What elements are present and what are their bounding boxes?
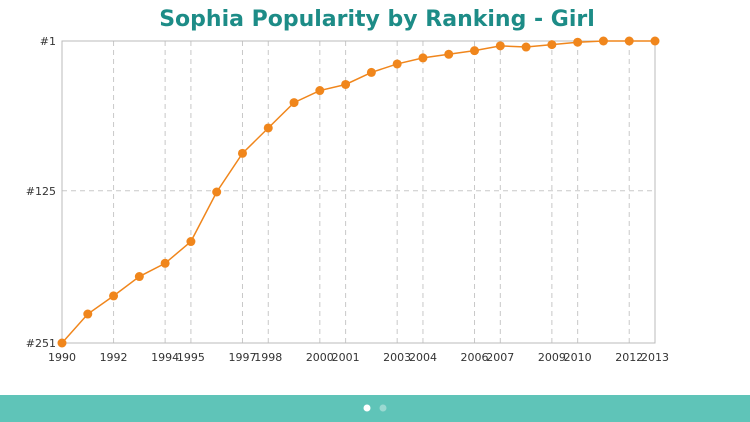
x-tick-label: 2009 (538, 351, 566, 364)
data-point (134, 272, 144, 282)
data-point (341, 79, 351, 89)
data-point (392, 59, 402, 69)
x-tick-label: 2001 (332, 351, 360, 364)
data-point (83, 309, 93, 319)
page-dot[interactable] (363, 404, 371, 412)
data-point (212, 187, 222, 197)
footer-bar (0, 395, 750, 422)
data-point (57, 338, 67, 348)
data-point (237, 148, 247, 158)
x-tick-label: 1995 (177, 351, 205, 364)
data-point (289, 98, 299, 108)
x-tick-label: 1992 (100, 351, 128, 364)
x-tick-label: 1997 (228, 351, 256, 364)
x-tick-label: 2004 (409, 351, 437, 364)
x-tick-label: 2003 (383, 351, 411, 364)
data-point (418, 53, 428, 63)
x-tick-label: 2012 (615, 351, 643, 364)
y-tick-label: #1 (40, 35, 56, 48)
series-line (61, 40, 655, 344)
data-point (624, 36, 634, 46)
x-tick-label: 2007 (486, 351, 514, 364)
data-point (598, 36, 608, 46)
data-point (109, 291, 119, 301)
data-point (315, 86, 325, 96)
data-point (521, 42, 531, 52)
y-tick-label: #125 (26, 185, 56, 198)
page-dot[interactable] (379, 404, 387, 412)
data-point (186, 237, 196, 247)
data-point (470, 46, 480, 56)
x-tick-label: 1994 (151, 351, 179, 364)
data-point (573, 37, 583, 47)
data-point (160, 258, 170, 268)
chart-title: Sophia Popularity by Ranking - Girl (159, 7, 595, 32)
data-point (263, 123, 273, 133)
x-tick-label: 2013 (641, 351, 669, 364)
plot-border (61, 40, 656, 344)
x-tick-label: 1990 (48, 351, 76, 364)
x-tick-label: 1998 (254, 351, 282, 364)
data-point (444, 49, 454, 59)
x-tick-label: 2000 (306, 351, 334, 364)
x-tick-label: 2006 (461, 351, 489, 364)
data-point (366, 67, 376, 77)
data-point (495, 41, 505, 51)
y-tick-label: #251 (26, 337, 56, 350)
data-point (650, 36, 660, 46)
data-point (547, 40, 557, 50)
x-tick-label: 2010 (564, 351, 592, 364)
